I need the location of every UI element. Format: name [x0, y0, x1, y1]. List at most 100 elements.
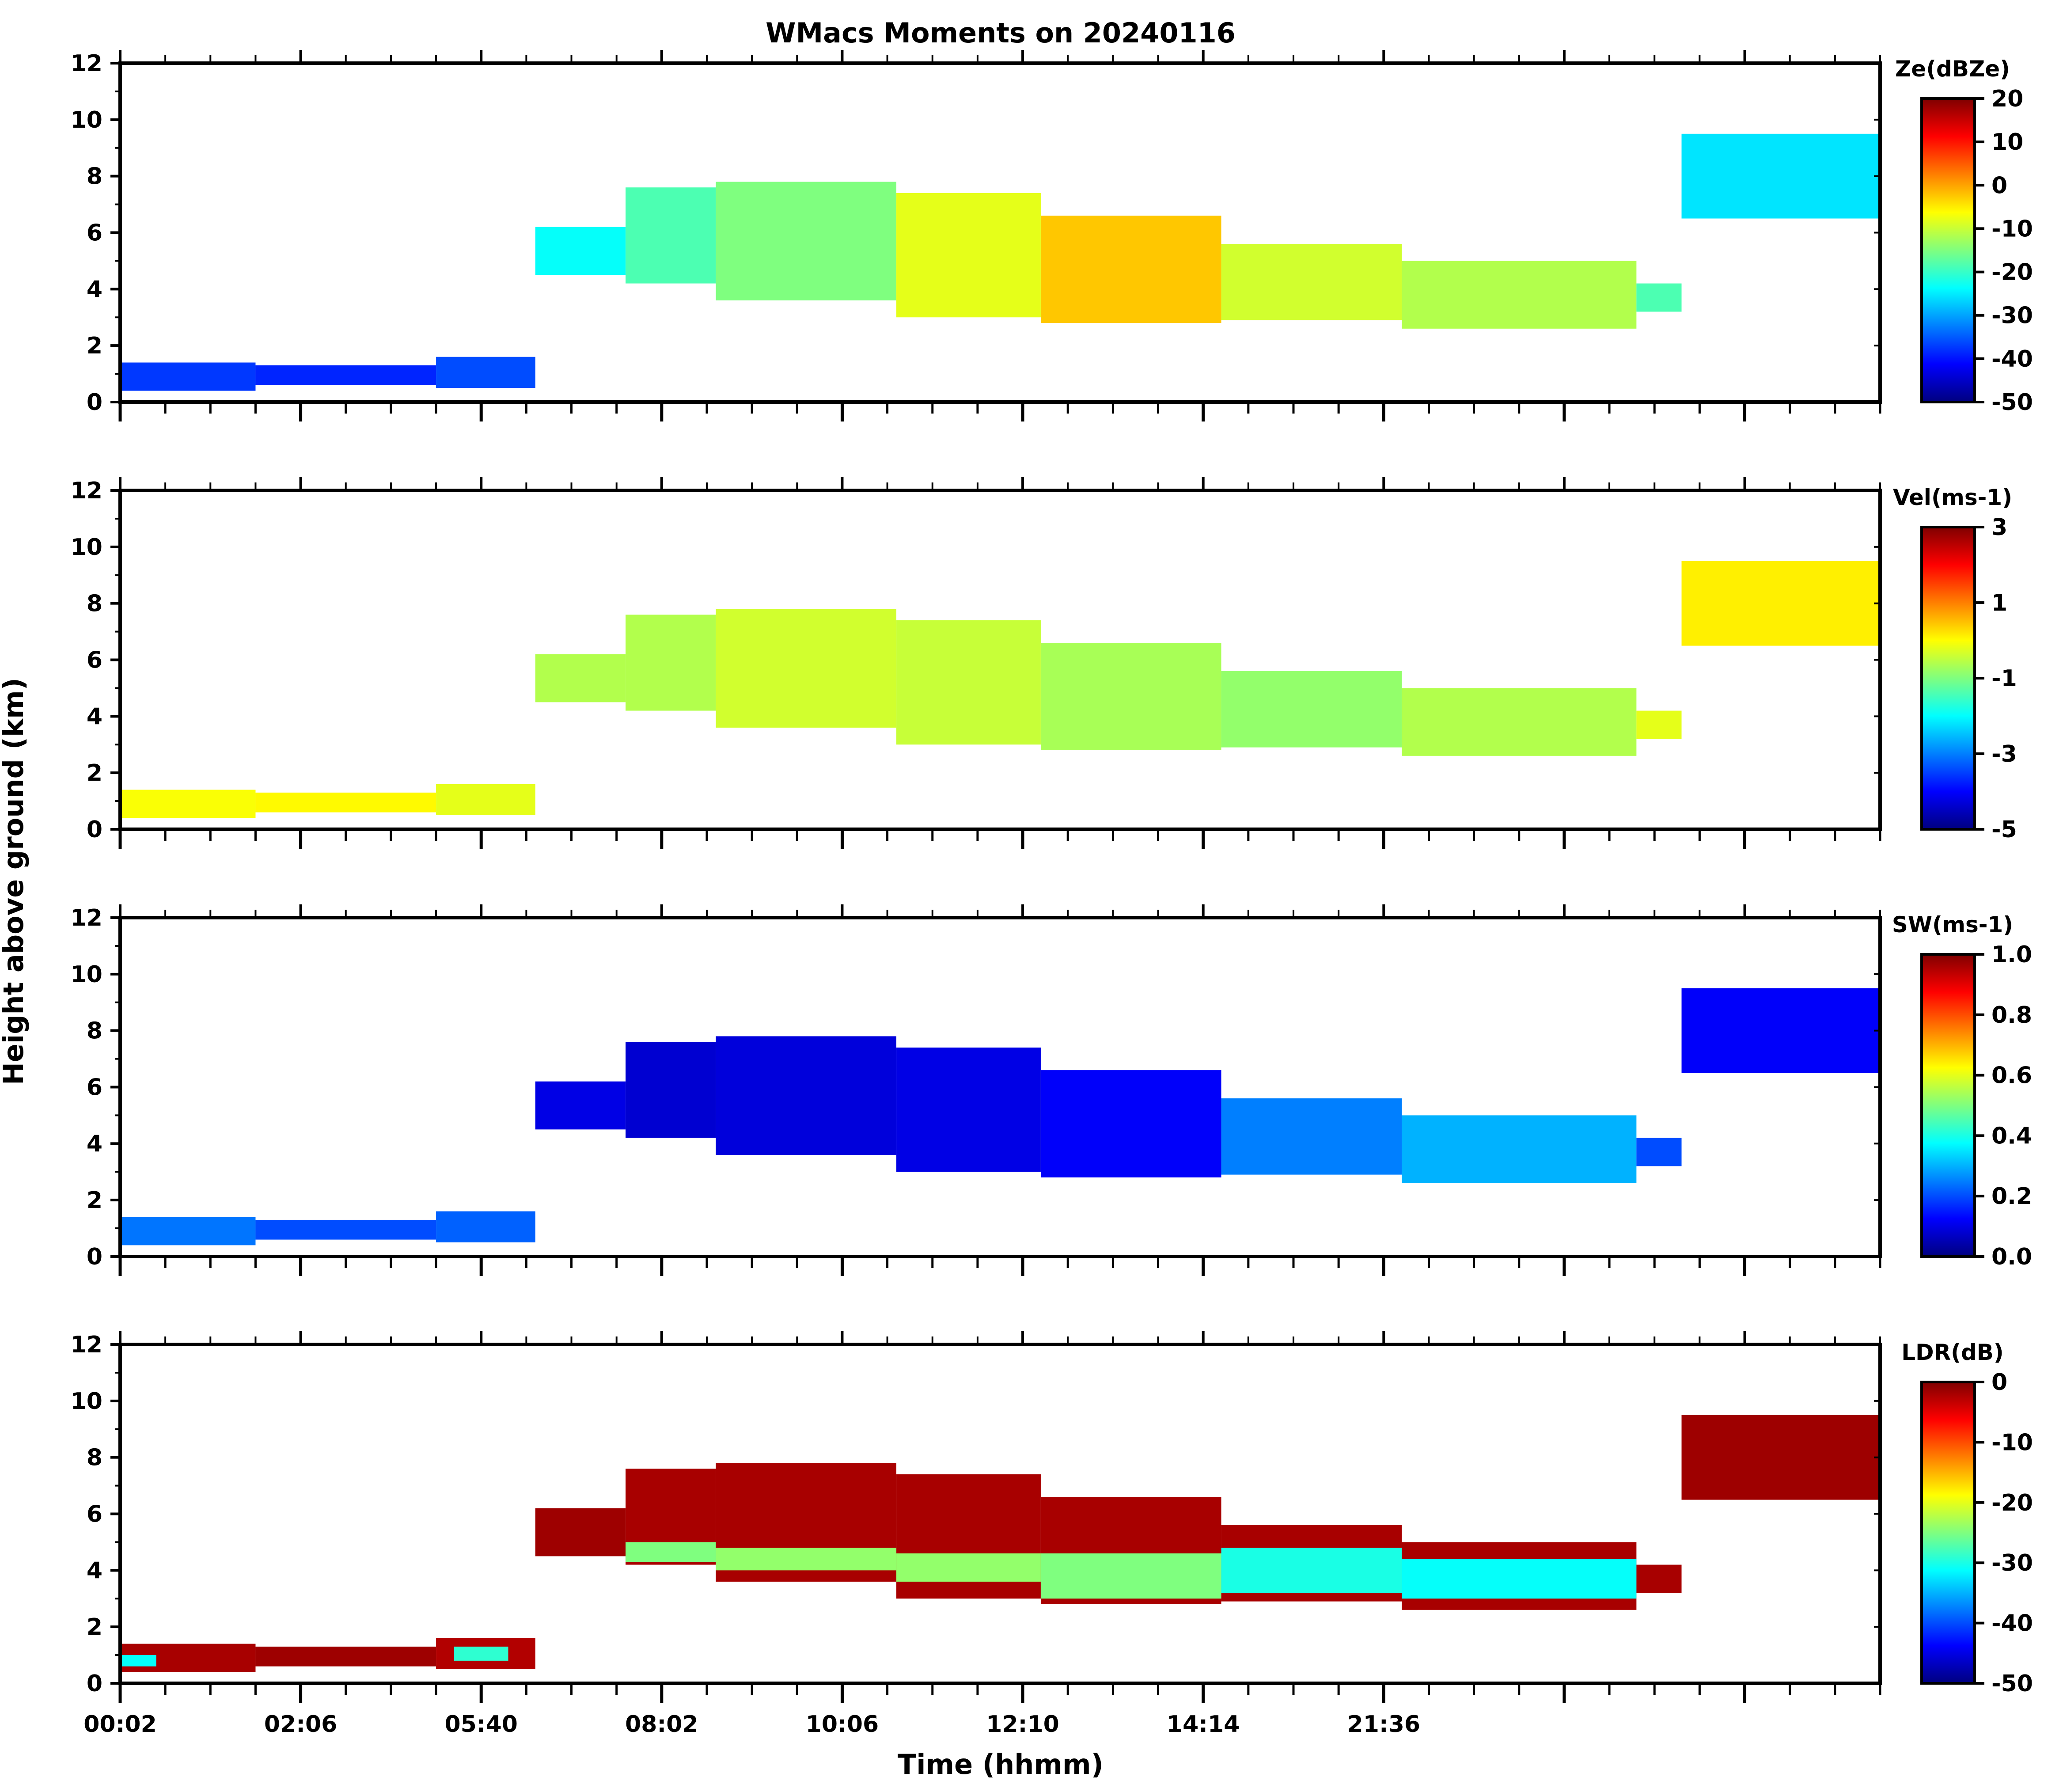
- y-tick-label: 12: [71, 478, 102, 504]
- panel-data-spectral_width: [120, 988, 1880, 1245]
- y-tick-label: 6: [87, 1501, 102, 1528]
- data-region: [1221, 1098, 1402, 1175]
- colorbar-tick-label: 0.4: [1991, 1123, 2032, 1149]
- data-region: [896, 193, 1041, 318]
- y-tick-label: 4: [87, 1131, 102, 1157]
- colorbar-tick-label: -30: [1991, 1550, 2033, 1576]
- y-tick-label: 0: [87, 389, 102, 416]
- data-region: [1681, 133, 1880, 219]
- colorbar-tick-label: -50: [1991, 1671, 2033, 1697]
- panel-spectral_width: 0 2 4 6 8 10 12 SW(ms-1) 1.0 0.8 0.6 0.4 0.2 0.0: [71, 904, 2032, 1276]
- y-tick-label: 6: [87, 647, 102, 674]
- y-tick-label: 12: [71, 905, 102, 931]
- colorbar-tick-label: -40: [1991, 346, 2033, 372]
- y-tick-label: 12: [71, 50, 102, 77]
- panel-ldr: 0 2 4 6 8 10 12 LDR(dB) 0 -10 -20 -30 -40 -50: [71, 1331, 2033, 1703]
- data-region: [535, 227, 626, 275]
- data-band: [626, 1542, 716, 1562]
- data-region: [436, 1211, 535, 1243]
- colorbar-label: SW(ms-1): [1892, 912, 2013, 938]
- y-tick-label: 10: [71, 534, 102, 561]
- data-region: [255, 1219, 436, 1240]
- colorbar-tick-label: -1: [1991, 665, 2017, 692]
- panel-reflectivity: 0 2 4 6 8 10 12 Ze(dBZe) 20 10 0 -10 -20 -30 -40 -50: [71, 50, 2033, 421]
- panel-data-ldr: [120, 1415, 1880, 1672]
- data-region: [626, 1042, 716, 1138]
- x-tick-label: 14:14: [1167, 1711, 1240, 1738]
- colorbar-tick-label: -50: [1991, 389, 2033, 416]
- colorbar-tick-label: -40: [1991, 1610, 2033, 1637]
- data-region: [1681, 988, 1880, 1073]
- y-tick-label: 10: [71, 107, 102, 133]
- data-band: [454, 1646, 508, 1661]
- data-region: [535, 654, 626, 702]
- colorbar-tick-label: 0.2: [1991, 1183, 2032, 1210]
- data-region: [535, 1508, 626, 1557]
- data-band: [896, 1553, 1041, 1582]
- data-region: [1636, 1564, 1682, 1593]
- data-region: [436, 357, 535, 388]
- y-tick-label: 2: [87, 760, 102, 786]
- colorbar: [1920, 526, 1976, 831]
- colorbar-tick-label: -30: [1991, 303, 2033, 329]
- data-region: [120, 362, 256, 391]
- colorbar-label: Ze(dBZe): [1895, 56, 2010, 82]
- data-band: [1040, 1553, 1221, 1599]
- y-axis-label: Height above ground (km): [0, 678, 30, 1085]
- data-region: [896, 1048, 1041, 1172]
- x-tick-label: 10:06: [806, 1711, 879, 1738]
- colorbar: [1920, 1381, 1976, 1685]
- x-tick-label: 05:40: [444, 1711, 518, 1738]
- colorbar: [1920, 953, 1976, 1258]
- colorbar-tick-label: 0.0: [1991, 1244, 2032, 1270]
- data-region: [716, 182, 897, 300]
- y-tick-label: 4: [87, 703, 102, 730]
- figure-title: WMacs Moments on 20240116: [766, 17, 1236, 49]
- data-region: [1221, 671, 1402, 748]
- x-tick-label: 08:02: [625, 1711, 698, 1738]
- y-tick-label: 8: [87, 591, 102, 617]
- y-tick-label: 8: [87, 163, 102, 190]
- x-tick-label: 12:10: [986, 1711, 1059, 1738]
- y-tick-label: 2: [87, 1187, 102, 1214]
- y-tick-label: 4: [87, 1557, 102, 1584]
- data-band: [716, 1548, 897, 1571]
- data-region: [120, 790, 256, 818]
- x-axis-label: Time (hhmm): [898, 1748, 1104, 1781]
- colorbar-tick-label: 0.6: [1991, 1063, 2032, 1089]
- data-region: [716, 1036, 897, 1155]
- colorbar: [1920, 97, 1976, 403]
- data-region: [1402, 688, 1637, 756]
- data-band: [120, 1655, 156, 1667]
- y-tick-label: 4: [87, 276, 102, 303]
- y-tick-label: 10: [71, 961, 102, 988]
- data-region: [1636, 283, 1682, 312]
- data-region: [535, 1081, 626, 1130]
- data-region: [1681, 1415, 1880, 1500]
- data-region: [1040, 643, 1221, 751]
- x-tick-label: 02:06: [264, 1711, 338, 1738]
- data-region: [436, 784, 535, 816]
- data-region: [255, 792, 436, 812]
- y-tick-label: 8: [87, 1445, 102, 1471]
- y-tick-label: 6: [87, 1074, 102, 1101]
- data-region: [1221, 244, 1402, 320]
- y-tick-label: 10: [71, 1388, 102, 1415]
- colorbar-tick-label: 1: [1991, 590, 2007, 616]
- colorbar-label: LDR(dB): [1901, 1340, 2003, 1365]
- data-region: [1402, 261, 1637, 329]
- y-tick-label: 6: [87, 220, 102, 247]
- data-region: [716, 609, 897, 728]
- colorbar-tick-label: -10: [1991, 216, 2033, 242]
- colorbar-tick-label: 0: [1991, 172, 2007, 199]
- panel-data-reflectivity: [120, 133, 1880, 391]
- colorbar-tick-label: -20: [1991, 259, 2033, 286]
- y-tick-label: 2: [87, 1614, 102, 1640]
- data-band: [1402, 1559, 1637, 1599]
- colorbar-tick-label: -20: [1991, 1490, 2033, 1516]
- y-tick-label: 0: [87, 816, 102, 843]
- data-region: [120, 1217, 256, 1245]
- x-tick-label: 00:02: [83, 1711, 157, 1738]
- data-region: [255, 1646, 436, 1667]
